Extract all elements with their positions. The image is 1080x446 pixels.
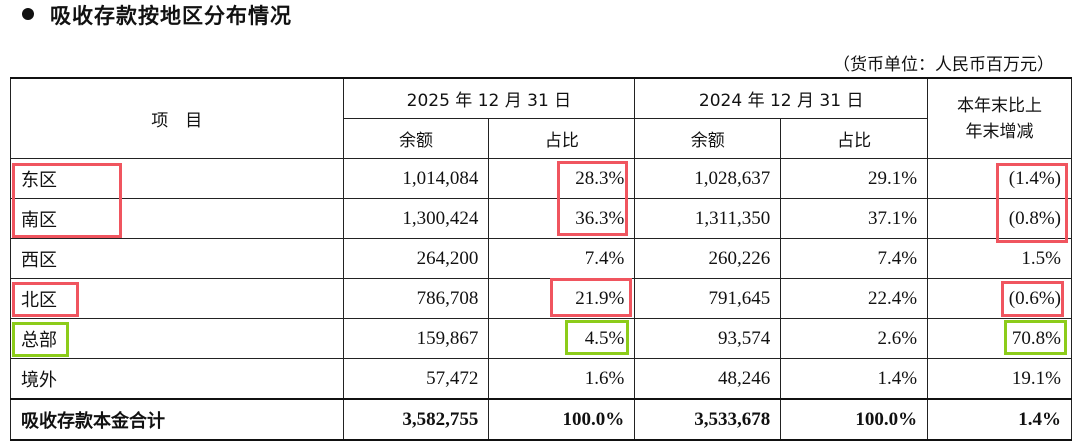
table-row: 北区 786,708 21.9% 791,645 22.4% (0.6%) (10, 278, 1072, 319)
balance-2024: 791,645 (634, 278, 782, 319)
table-row: 总部 159,867 4.5% 93,574 2.6% 70.8% (10, 318, 1072, 359)
change: (0.8%) (927, 198, 1072, 239)
header-balance-2024: 余额 (634, 118, 782, 159)
row-label: 西区 (10, 238, 344, 279)
header-item: 项 目 (10, 77, 344, 159)
highlight-box-north-label (12, 282, 79, 317)
share-2025: 21.9% (488, 278, 636, 319)
total-row: 吸收存款本金合计 3,582,755 100.0% 3,533,678 100.… (10, 398, 1072, 441)
row-label: 南区 (10, 198, 344, 239)
balance-2025: 786,708 (342, 278, 490, 319)
highlight-box-east-south-share (557, 161, 628, 236)
header-2024: 2024 年 12 月 31 日 (634, 77, 929, 119)
highlight-box-hq-share (565, 320, 629, 355)
change: 1.5% (927, 238, 1072, 279)
balance-2024: 1,028,637 (634, 158, 782, 199)
table-row: 东区 1,014,084 28.3% 1,028,637 29.1% (1.4%… (10, 158, 1072, 199)
balance-2025: 1,300,424 (342, 198, 490, 239)
highlight-box-north-share (550, 278, 632, 317)
row-label: 境外 (10, 358, 344, 400)
change: 19.1% (927, 358, 1072, 400)
header-change-line1: 本年末比上 (957, 95, 1043, 116)
total-share-2024: 100.0% (780, 398, 929, 441)
balance-2024: 93,574 (634, 318, 782, 359)
share-2024: 37.1% (780, 198, 929, 239)
deposits-by-region-table: 项 目 2025 年 12 月 31 日 2024 年 12 月 31 日 本年… (10, 77, 1072, 441)
balance-2025: 57,472 (342, 358, 490, 400)
share-2024: 7.4% (780, 238, 929, 279)
balance-2024: 1,311,350 (634, 198, 782, 239)
total-change: 1.4% (927, 398, 1072, 441)
highlight-box-north-change (1001, 281, 1064, 317)
total-share-2025: 100.0% (488, 398, 636, 441)
highlight-box-east-south-change (996, 163, 1068, 243)
section-title-text: 吸收存款按地区分布情况 (50, 4, 292, 28)
header-2025: 2025 年 12 月 31 日 (342, 77, 636, 119)
table-row: 西区 264,200 7.4% 260,226 7.4% 1.5% (10, 238, 1072, 279)
balance-2025: 159,867 (342, 318, 490, 359)
table-row: 南区 1,300,424 36.3% 1,311,350 37.1% (0.8%… (10, 198, 1072, 239)
balance-2025: 264,200 (342, 238, 490, 279)
share-2024: 1.4% (780, 358, 929, 400)
share-2025: 1.6% (488, 358, 636, 400)
section-title: 吸收存款按地区分布情况 (22, 0, 292, 30)
table-row: 境外 57,472 1.6% 48,246 1.4% 19.1% (10, 358, 1072, 400)
balance-2025: 1,014,084 (342, 158, 490, 199)
header-change-line2: 年末增减 (965, 121, 1034, 142)
bullet-icon (22, 8, 34, 20)
header-share-2024: 占比 (780, 118, 929, 159)
unit-note: （货币单位：人民币百万元） (833, 55, 1054, 75)
row-label: 东区 (10, 158, 344, 199)
total-label: 吸收存款本金合计 (10, 398, 344, 441)
balance-2024: 48,246 (634, 358, 782, 400)
share-2025: 28.3% (488, 158, 636, 199)
share-2025: 7.4% (488, 238, 636, 279)
header-share-2025: 占比 (488, 118, 636, 159)
header-change: 本年末比上 年末增减 (927, 77, 1072, 159)
change: (0.6%) (927, 278, 1072, 319)
balance-2024: 260,226 (634, 238, 782, 279)
share-2024: 22.4% (780, 278, 929, 319)
header-balance-2025: 余额 (342, 118, 490, 159)
highlight-box-hq-change (1004, 320, 1067, 355)
share-2024: 2.6% (780, 318, 929, 359)
share-2024: 29.1% (780, 158, 929, 199)
highlight-box-east-south-labels (12, 163, 122, 238)
total-balance-2024: 3,533,678 (634, 398, 782, 441)
highlight-box-hq-label (12, 322, 69, 357)
total-balance-2025: 3,582,755 (342, 398, 490, 441)
